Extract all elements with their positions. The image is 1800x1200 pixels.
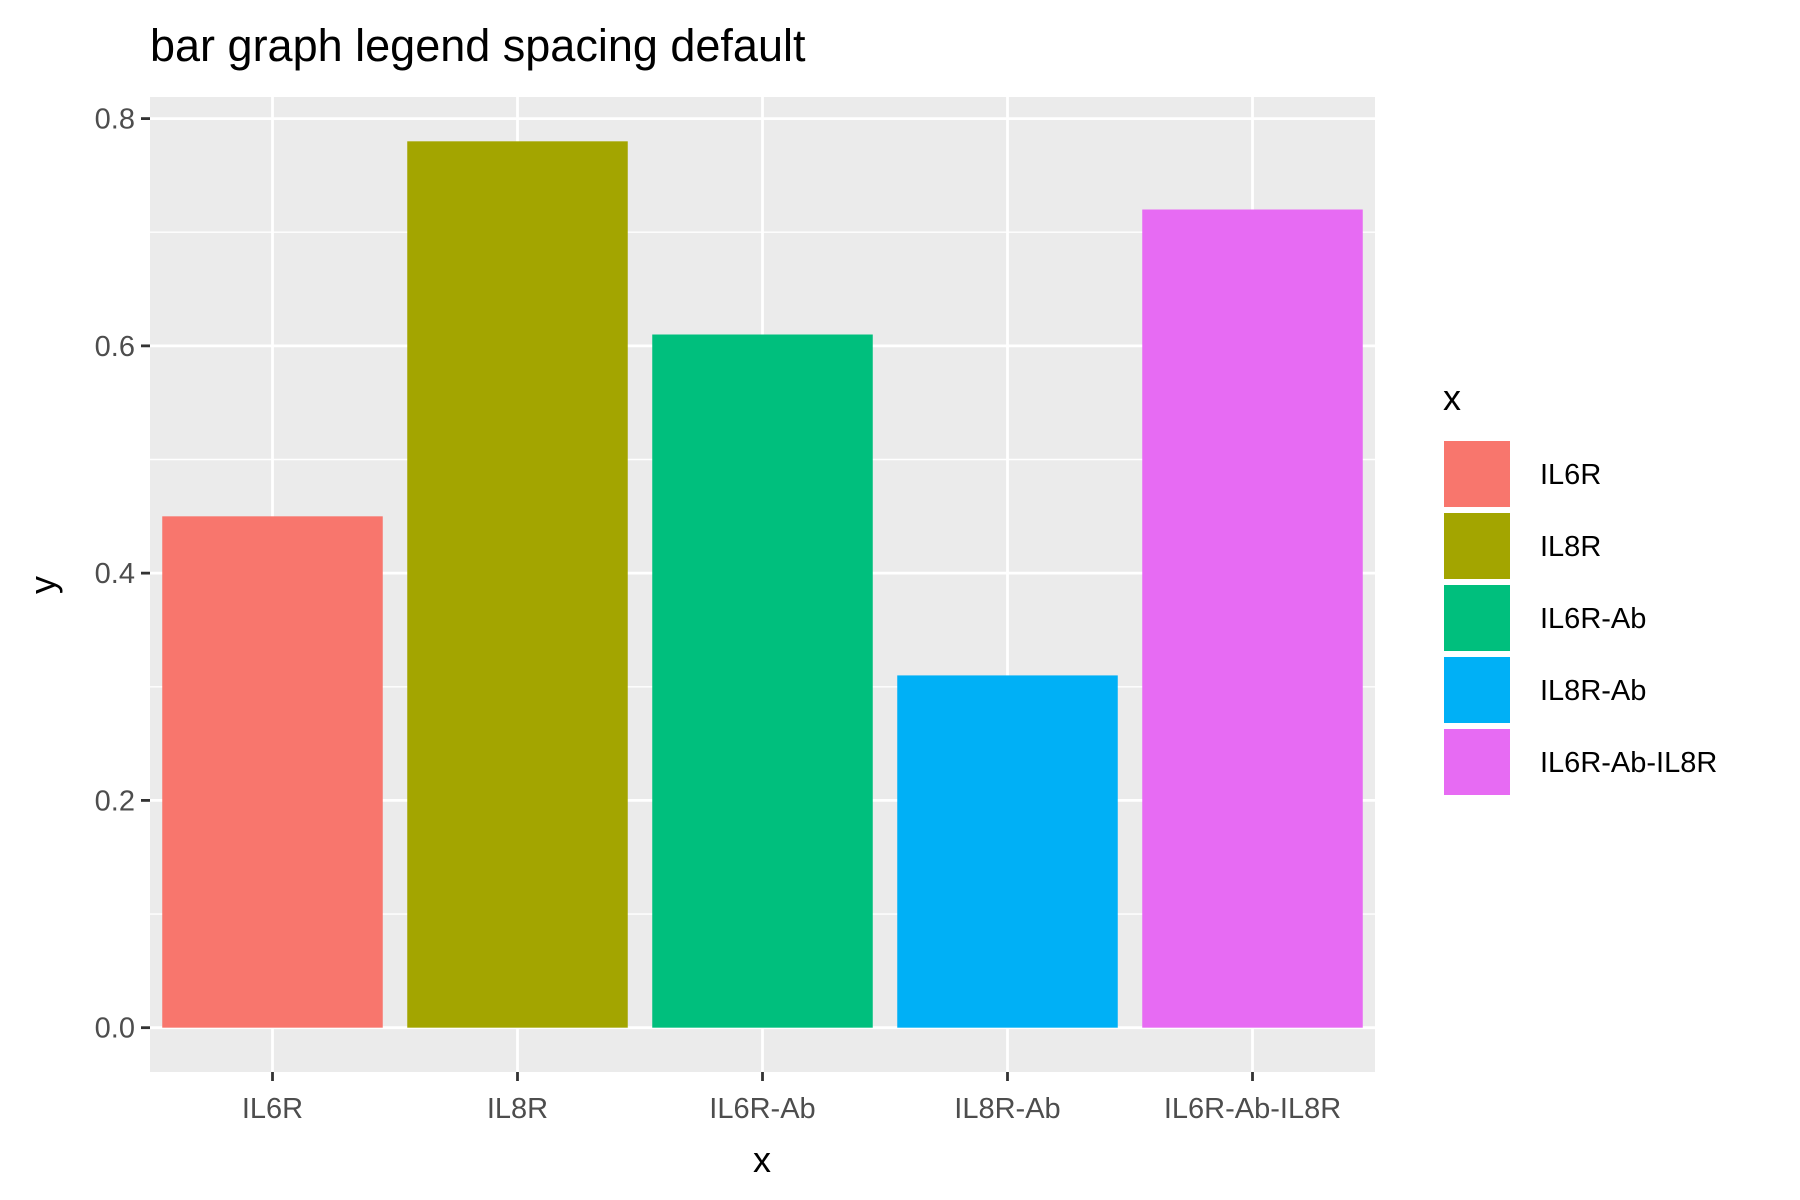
x-tick-label: IL8R-Ab [954, 1093, 1060, 1125]
bar-il6r-ab-il8r [1142, 209, 1363, 1028]
y-tick-label: 0.8 [95, 104, 135, 136]
legend-key [1442, 583, 1512, 653]
y-tick-label: 0.4 [95, 558, 135, 590]
legend-key [1442, 727, 1512, 797]
chart-title: bar graph legend spacing default [150, 20, 806, 71]
x-tick-label: IL6R [242, 1093, 303, 1125]
legend-key [1442, 655, 1512, 725]
x-tick-label: IL6R-Ab-IL8R [1164, 1093, 1341, 1125]
x-axis: IL6R IL8R IL6R-Ab IL8R-Ab IL6R-Ab-IL8R [242, 1072, 1341, 1125]
legend-key [1442, 511, 1512, 581]
legend-label: IL6R-Ab [1540, 603, 1646, 635]
y-tick-label: 0.0 [95, 1013, 135, 1045]
bar-il6r [162, 516, 383, 1028]
y-tick-label: 0.2 [95, 785, 135, 817]
legend-label: IL8R [1540, 531, 1601, 563]
legend-label: IL8R-Ab [1540, 675, 1646, 707]
legend-label: IL6R [1540, 459, 1601, 491]
legend-items: IL6R IL8R IL6R-Ab IL8R-Ab IL6R-Ab-IL8R [1442, 439, 1717, 797]
legend-key [1442, 439, 1512, 509]
legend-label: IL6R-Ab-IL8R [1540, 747, 1717, 779]
bars [162, 141, 1363, 1028]
x-axis-title: x [753, 1139, 771, 1180]
x-tick-label: IL6R-Ab [709, 1093, 815, 1125]
legend: x IL6R IL8R IL6R-Ab IL8R-Ab IL6R-Ab-IL8R [1442, 377, 1717, 797]
y-axis-title: y [22, 576, 63, 594]
bar-il8r [407, 141, 628, 1028]
x-tick-label: IL8R [487, 1093, 548, 1125]
bar-il8r-ab [897, 675, 1118, 1028]
y-tick-label: 0.6 [95, 331, 135, 363]
legend-title: x [1443, 377, 1461, 418]
bar-il6r-ab [652, 334, 873, 1028]
y-axis: 0.0 0.2 0.4 0.6 0.8 [95, 104, 150, 1045]
